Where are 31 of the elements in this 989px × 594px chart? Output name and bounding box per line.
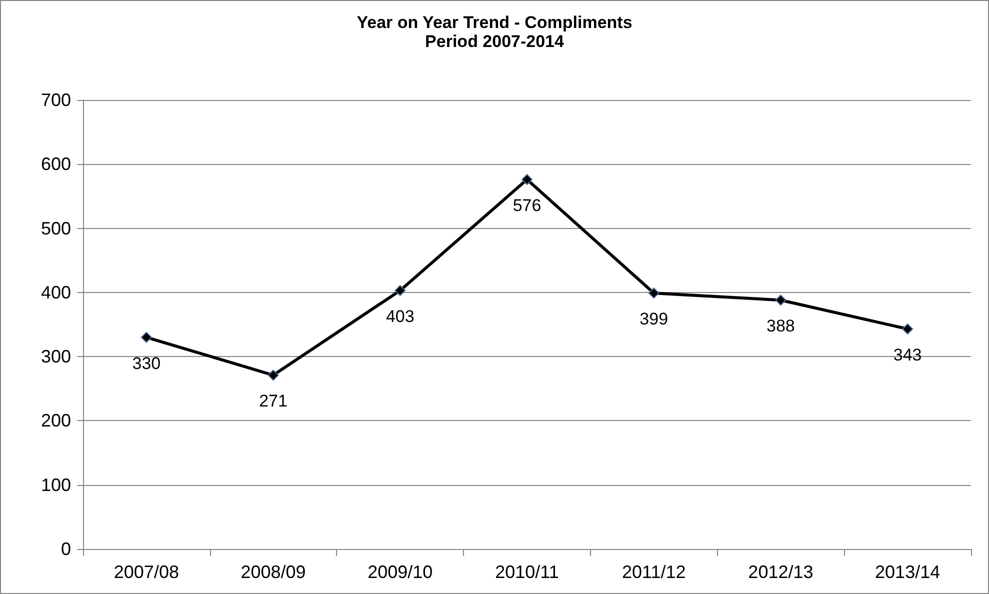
- chart-subtitle: Period 2007-2014: [425, 32, 565, 51]
- y-tick-label: 100: [40, 474, 71, 495]
- x-tick-label: 2007/08: [114, 562, 179, 582]
- data-label: 576: [512, 196, 542, 216]
- y-tick-label: 400: [40, 282, 71, 302]
- y-tick-label: 0: [60, 539, 71, 559]
- x-tick-label: 2011/12: [622, 562, 686, 582]
- y-tick-label: 500: [40, 218, 71, 238]
- y-tick-label: 700: [40, 90, 71, 110]
- x-tick-label: 2013/14: [875, 562, 940, 582]
- y-tick-label: 200: [40, 410, 71, 431]
- point: [394, 285, 406, 296]
- point: [648, 288, 660, 299]
- y-tick-label: 300: [40, 346, 71, 367]
- x-tick-label: 2012/13: [748, 562, 814, 582]
- point: [268, 370, 279, 381]
- point: [902, 323, 914, 334]
- data-label: 271: [259, 392, 288, 411]
- data-label: 403: [386, 307, 414, 326]
- data-label: 343: [893, 345, 922, 364]
- data-label: 399: [640, 310, 668, 329]
- point: [522, 174, 532, 186]
- data-label: 330: [132, 354, 161, 373]
- point: [140, 332, 152, 343]
- point: [775, 294, 786, 306]
- x-tick-label: 2008/09: [240, 562, 306, 582]
- x-tick-label: 2010/11: [495, 562, 559, 582]
- y-tick-label: 600: [40, 154, 71, 174]
- chart-title: Year on Year Trend - Compliments: [356, 13, 632, 32]
- x-tick-label: 2009/10: [368, 562, 433, 582]
- data-label: 388: [766, 316, 795, 336]
